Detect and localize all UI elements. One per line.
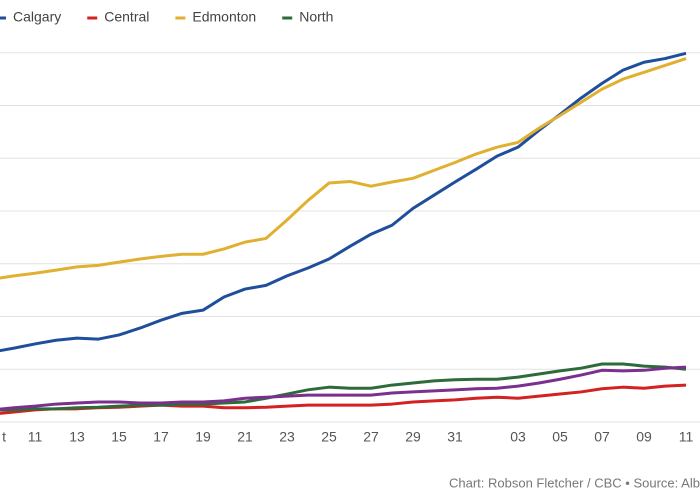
- x-tick-label: 11: [679, 429, 694, 445]
- series-line: [0, 365, 687, 411]
- source-note: Chart: Robson Fletcher / CBC • Source: A…: [449, 475, 700, 490]
- x-tick-label: 09: [636, 429, 652, 445]
- x-tick-label: 05: [552, 429, 568, 445]
- series-line: [0, 57, 687, 280]
- x-tick-label: 13: [69, 429, 85, 445]
- x-tick-label: t: [2, 429, 6, 445]
- x-tick-label: 17: [153, 429, 169, 445]
- legend-label: Edmonton: [192, 9, 256, 25]
- legend: Calgary Central Edmonton North: [0, 9, 333, 25]
- x-tick-label: 27: [363, 429, 379, 445]
- series-line: [0, 362, 687, 412]
- x-tick-label: 15: [111, 429, 127, 445]
- series-line: [0, 51, 687, 353]
- series-line: [0, 383, 687, 415]
- x-tick-label: 29: [405, 429, 421, 445]
- x-tick-label: 07: [594, 429, 610, 445]
- x-tick-label: 23: [279, 429, 295, 445]
- x-tick-label: 31: [447, 429, 463, 445]
- x-tick-label: 21: [237, 429, 253, 445]
- legend-label: Central: [104, 9, 149, 25]
- legend-label: North: [299, 9, 333, 25]
- x-tick-label: 19: [195, 429, 211, 445]
- x-tick-label: 11: [28, 429, 43, 445]
- x-tick-label: 03: [510, 429, 526, 445]
- legend-label: Calgary: [13, 9, 61, 25]
- x-tick-label: 25: [321, 429, 337, 445]
